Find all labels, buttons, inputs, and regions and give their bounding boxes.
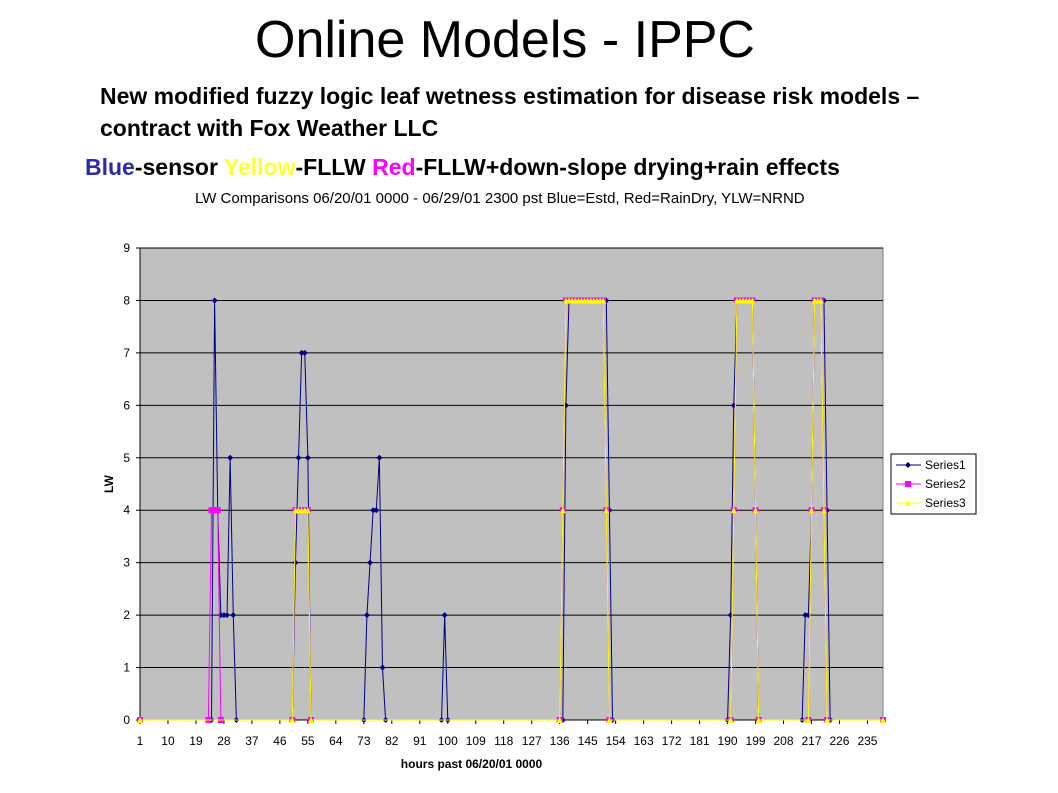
y-tick-label: 9 <box>123 241 130 255</box>
series1-point <box>224 612 231 619</box>
series3-point <box>556 717 563 723</box>
color-key-blue-desc: -sensor <box>134 154 224 180</box>
series3-point <box>817 297 824 304</box>
x-tick-label: 217 <box>801 734 821 748</box>
series1-point <box>363 612 370 619</box>
x-tick-label: 235 <box>857 734 877 748</box>
x-tick-label: 181 <box>690 734 710 748</box>
y-tick-label: 7 <box>123 346 130 360</box>
series1-point <box>301 349 308 356</box>
color-key-line: Blue-sensor Yellow-FLLW Red-FLLW+down-sl… <box>85 150 1005 184</box>
series1-point <box>292 559 299 566</box>
x-tick-label: 226 <box>829 734 849 748</box>
series1-point <box>367 559 374 566</box>
y-tick-label: 3 <box>123 556 130 570</box>
x-tick-label: 208 <box>774 734 794 748</box>
series2-point <box>208 507 215 514</box>
legend-swatch-marker <box>905 462 911 468</box>
plot-area <box>139 247 884 721</box>
series1-point <box>295 454 302 461</box>
series3-point <box>730 507 737 514</box>
series3-point <box>805 717 812 723</box>
series3-point <box>137 717 143 723</box>
series1-point <box>376 454 383 461</box>
x-tick-label: 55 <box>301 734 315 748</box>
color-key-red: Red <box>372 154 416 180</box>
legend-entry: Series1 <box>925 458 966 472</box>
series3-point <box>307 717 314 723</box>
x-tick-label: 1 <box>137 734 144 748</box>
x-tick-label: 199 <box>746 734 766 748</box>
series1-point <box>220 612 227 619</box>
legend-swatch-marker <box>905 481 911 487</box>
series2-point <box>214 507 221 514</box>
x-tick-label: 10 <box>161 734 175 748</box>
slide-title: Online Models - IPPC <box>255 11 755 69</box>
x-tick-label: 37 <box>245 734 259 748</box>
series1-point <box>441 612 448 619</box>
legend-swatch-marker <box>905 500 911 506</box>
series3-point <box>304 507 311 514</box>
x-axis-label: hours past 06/20/01 0000 <box>401 757 543 771</box>
series1-point <box>802 612 809 619</box>
x-tick-label: 136 <box>550 734 570 748</box>
series3-point <box>727 717 734 723</box>
legend-entry: Series3 <box>925 496 966 510</box>
legend-entry: Series2 <box>925 477 966 491</box>
series3-point <box>824 717 831 723</box>
x-tick-label: 118 <box>494 734 513 748</box>
series2-point <box>211 507 218 514</box>
series3-point <box>755 717 762 723</box>
series1-point <box>298 349 305 356</box>
x-tick-label: 64 <box>329 734 343 748</box>
x-tick-label: 19 <box>189 734 203 748</box>
series3-point <box>603 507 610 514</box>
series1-point <box>211 297 218 304</box>
y-tick-label: 8 <box>123 293 130 307</box>
x-tick-label: 172 <box>662 734 682 748</box>
series1-point <box>227 454 234 461</box>
series3-point <box>600 297 607 304</box>
y-tick-label: 5 <box>123 451 130 465</box>
series1-point <box>304 454 311 461</box>
series3-point <box>289 717 296 723</box>
series3-point <box>559 507 566 514</box>
series3-point <box>606 717 613 723</box>
y-tick-label: 0 <box>123 713 130 727</box>
series3-point <box>820 507 827 514</box>
series1-point <box>230 612 237 619</box>
slide-subtitle: New modified fuzzy logic leaf wetness es… <box>100 83 920 141</box>
series3-point <box>749 297 756 304</box>
y-tick-label: 1 <box>123 661 130 675</box>
series3-point <box>880 717 886 723</box>
x-tick-label: 82 <box>385 734 399 748</box>
series3-point <box>808 507 815 514</box>
series1-point <box>370 507 377 514</box>
y-tick-label: 2 <box>123 608 130 622</box>
y-tick-label: 4 <box>123 503 130 517</box>
x-tick-label: 91 <box>413 734 427 748</box>
x-tick-label: 109 <box>466 734 486 748</box>
x-tick-label: 100 <box>438 734 458 748</box>
x-tick-label: 190 <box>718 734 738 748</box>
series1-point <box>379 664 386 671</box>
x-tick-label: 127 <box>522 734 542 748</box>
y-tick-label: 6 <box>123 398 130 412</box>
series3-point <box>752 507 759 514</box>
color-key-red-desc: -FLLW+down-slope drying+rain effects <box>415 154 840 180</box>
color-key-yellow: Yellow <box>223 154 296 180</box>
x-tick-label: 154 <box>606 734 626 748</box>
x-tick-label: 46 <box>273 734 287 748</box>
color-key-blue: Blue <box>85 154 135 180</box>
x-tick-label: 28 <box>217 734 231 748</box>
x-tick-label: 73 <box>357 734 371 748</box>
chart-title: LW Comparisons 06/20/01 0000 - 06/29/01 … <box>195 190 805 207</box>
y-axis-label: LW <box>102 474 116 493</box>
x-tick-label: 145 <box>578 734 598 748</box>
x-tick-label: 163 <box>634 734 654 748</box>
color-key-yellow-desc: -FLLW <box>295 154 373 180</box>
series1-point <box>373 507 380 514</box>
